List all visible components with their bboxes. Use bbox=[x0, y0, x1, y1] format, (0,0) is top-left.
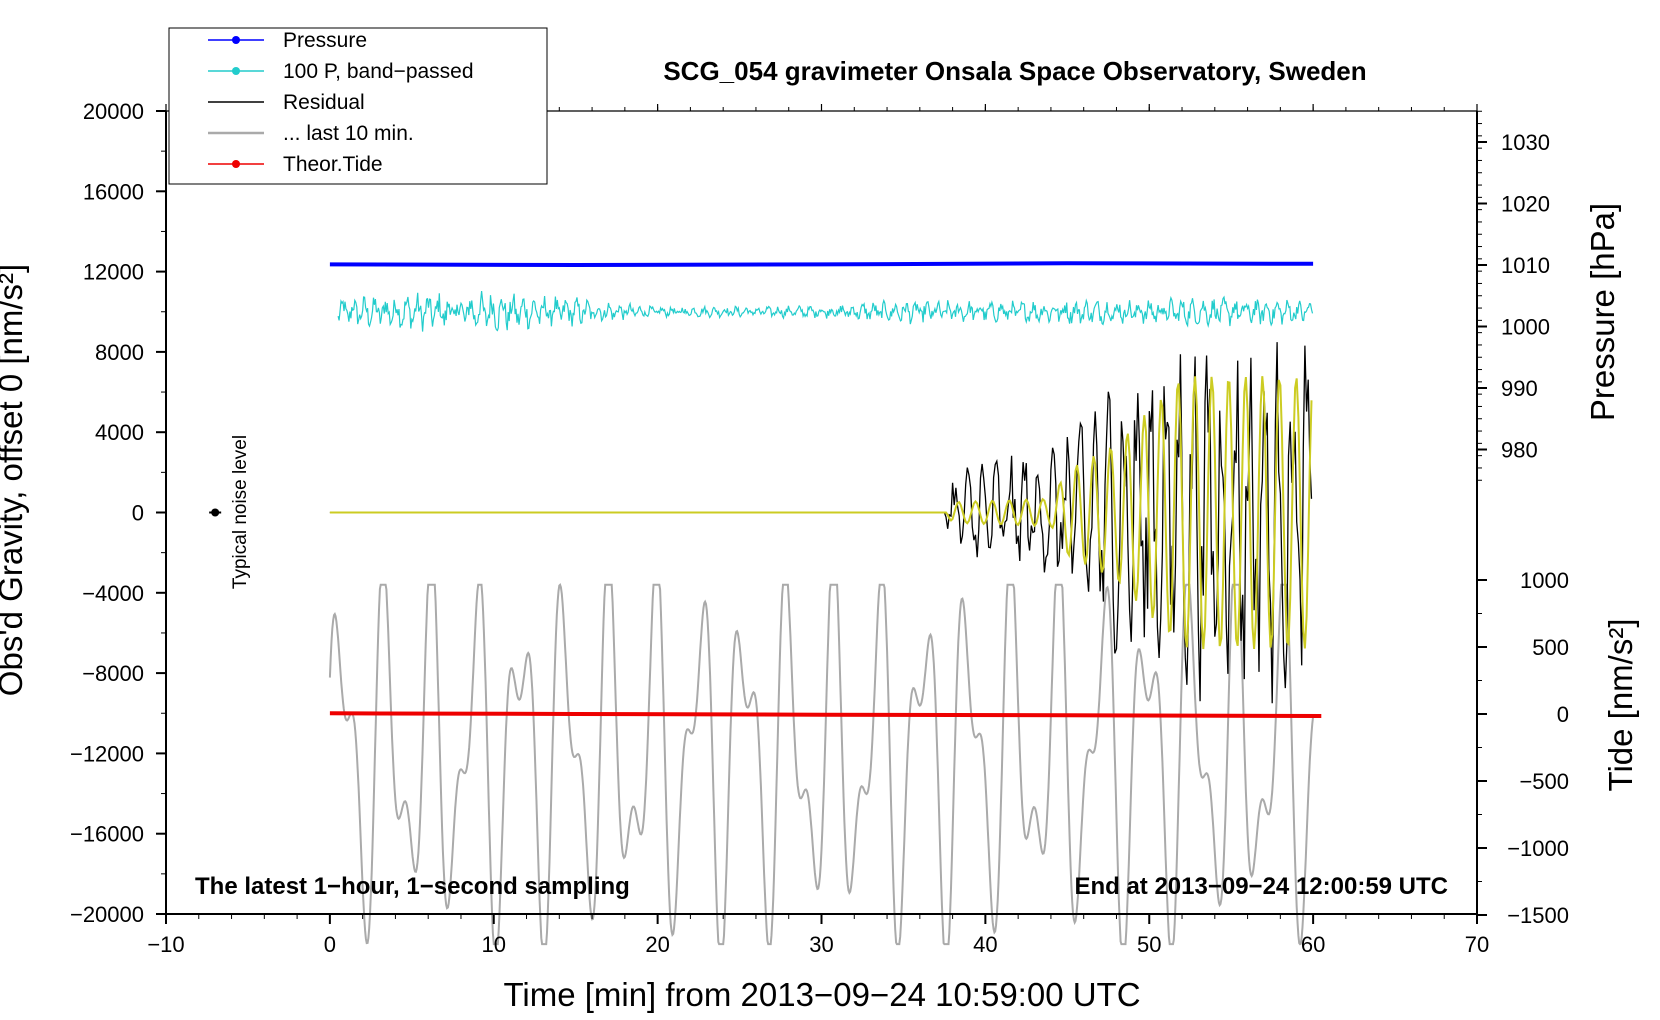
pressure-tick-label: 1010 bbox=[1501, 253, 1550, 278]
axes: −10 0 10 20 30 40 50 60 702000016000120008000400… bbox=[70, 99, 1569, 957]
legend-label: Pressure bbox=[283, 29, 367, 52]
series-band-passed-pressure-line bbox=[337, 291, 1314, 332]
y-left-tick-label: −16000 bbox=[70, 822, 144, 847]
y-left-tick-label: 8000 bbox=[95, 340, 144, 365]
legend-marker bbox=[232, 67, 240, 75]
x-tick-label: 20 bbox=[645, 932, 669, 957]
legend-label: ... last 10 min. bbox=[283, 122, 414, 145]
tide-tick-label: −1500 bbox=[1507, 903, 1569, 928]
y-left-tick-label: 0 bbox=[132, 501, 144, 526]
legend-entries: Pressure 100 P, band−passed Residual ... la… bbox=[208, 29, 474, 176]
legend-marker bbox=[232, 36, 240, 44]
x-tick-label: 10 bbox=[482, 932, 506, 957]
legend: Pressure 100 P, band−passed Residual ... la… bbox=[168, 27, 548, 185]
y-axis-title-pressure: Pressure [hPa] bbox=[1584, 203, 1621, 421]
legend-label: Theor.Tide bbox=[283, 153, 383, 176]
legend-label: 100 P, band−passed bbox=[283, 60, 474, 83]
x-tick-label: 70 bbox=[1465, 932, 1489, 957]
tide-tick-label: 0 bbox=[1557, 702, 1569, 727]
tide-tick-label: −500 bbox=[1519, 769, 1569, 794]
pressure-tick-label: 990 bbox=[1501, 376, 1538, 401]
y-axis-title-tide: Tide [nm/s²] bbox=[1602, 619, 1639, 792]
legend-marker bbox=[232, 160, 240, 168]
y-left-tick-label: 20000 bbox=[83, 99, 144, 124]
y-left-tick-label: 12000 bbox=[83, 260, 144, 285]
x-tick-label: 0 bbox=[324, 932, 336, 957]
y-left-tick-label: −12000 bbox=[70, 741, 144, 766]
series-residual-filtered-line bbox=[329, 376, 1313, 650]
y-left-tick-label: 16000 bbox=[83, 179, 144, 204]
tide-tick-label: −1000 bbox=[1507, 836, 1569, 861]
x-tick-label: 30 bbox=[809, 932, 833, 957]
tide-tick-label: 500 bbox=[1532, 635, 1569, 660]
y-left-tick-label: −20000 bbox=[70, 902, 144, 927]
x-tick-label: 50 bbox=[1137, 932, 1161, 957]
y-left-tick-label: −8000 bbox=[82, 661, 144, 686]
legend-box bbox=[168, 27, 548, 185]
series-last-10-min-line bbox=[328, 582, 1315, 946]
series-theoretical-tide-line bbox=[329, 711, 1322, 718]
x-tick-label: 60 bbox=[1301, 932, 1325, 957]
x-tick-label: 40 bbox=[973, 932, 997, 957]
pressure-tick-label: 1020 bbox=[1501, 192, 1550, 217]
pressure-tick-label: 1000 bbox=[1501, 315, 1550, 340]
annotation-noise-level: Typical noise level bbox=[230, 435, 251, 589]
annotation-sampling: The latest 1−hour, 1−second sampling bbox=[195, 873, 630, 900]
pressure-tick-label: 1030 bbox=[1501, 130, 1550, 155]
pressure-tick-label: 980 bbox=[1501, 438, 1538, 463]
legend-label: Residual bbox=[283, 91, 365, 114]
annotation-end-time: End at 2013−09−24 12:00:59 UTC bbox=[1074, 873, 1448, 900]
noise-level-marker bbox=[211, 508, 220, 517]
plot-series bbox=[209, 261, 1322, 946]
x-tick-label: −10 bbox=[147, 932, 184, 957]
x-axis-title: Time [min] from 2013−09−24 10:59:00 UTC bbox=[503, 976, 1140, 1013]
y-left-tick-label: −4000 bbox=[82, 581, 144, 606]
tide-tick-label: 1000 bbox=[1520, 568, 1569, 593]
series-pressure-line bbox=[329, 261, 1314, 268]
y-left-tick-label: 4000 bbox=[95, 420, 144, 445]
y-axis-title-left: Obs'd Gravity, offset 0 [nm/s²] bbox=[0, 264, 29, 696]
chart-title: SCG_054 gravimeter Onsala Space Observat… bbox=[663, 56, 1366, 86]
